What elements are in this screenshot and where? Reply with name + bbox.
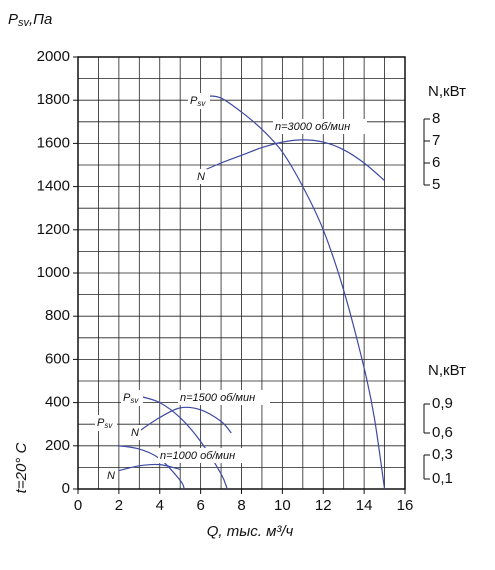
speed-label: n=1500 об/мин (180, 392, 255, 404)
pressure-label-subscript: sv (104, 421, 113, 430)
power-curve (138, 406, 232, 434)
pressure-label: Psv (123, 392, 139, 405)
power-axis-title: N,кВт (428, 83, 466, 100)
power-label: N (131, 427, 139, 439)
power-tick-label: 5 (432, 176, 440, 193)
x-tick-label: 0 (74, 497, 82, 514)
power-tick-label: 0,9 (432, 395, 453, 412)
y-tick-label: 600 (45, 350, 70, 367)
y-tick-label: 1600 (37, 134, 70, 151)
y-tick-label: 400 (45, 394, 70, 411)
label-background (95, 415, 117, 431)
y-tick-label: 2000 (37, 48, 70, 65)
label-background (195, 169, 207, 184)
pressure-label-symbol: P (190, 95, 198, 107)
pressure-curve (206, 95, 386, 490)
pressure-label-subscript: sv (130, 396, 139, 405)
pressure-label: Psv (190, 95, 206, 108)
power-tick-label: 0,1 (432, 470, 453, 487)
power-curve (200, 139, 385, 182)
x-tick-label: 6 (196, 497, 204, 514)
y-tick-label: 200 (45, 437, 70, 454)
speed-label: n=1000 об/мин (160, 450, 235, 462)
power-label: N (107, 470, 115, 482)
y-tick-label: 800 (45, 307, 70, 324)
y-tick-label: 0 (62, 480, 70, 497)
y-tick-label: 1000 (37, 264, 70, 281)
power-tick-label: 8 (432, 110, 440, 127)
x-axis-title: Q, тыс. м³/ч (207, 523, 294, 540)
power-tick-label: 0,6 (432, 424, 453, 441)
label-background (273, 119, 367, 134)
x-tick-label: 2 (115, 497, 123, 514)
label-background (129, 425, 141, 440)
y-axis-title: Psv,Па (8, 11, 52, 29)
temperature-note: t=20° C (13, 443, 30, 494)
pressure-label: Psv (97, 417, 113, 430)
y-title-subscript: sv (18, 17, 31, 29)
pressure-label-subscript: sv (197, 99, 206, 108)
pressure-curve (139, 395, 228, 490)
label-background (188, 93, 210, 109)
y-title-symbol: P (8, 11, 18, 28)
x-tick-label: 16 (397, 497, 414, 514)
label-background (105, 468, 117, 483)
label-background (178, 390, 270, 405)
power-tick-label: 0,3 (432, 446, 453, 463)
speed-label: n=3000 об/мин (275, 121, 350, 133)
label-background (121, 390, 143, 406)
label-background (158, 448, 250, 463)
x-tick-label: 4 (156, 497, 164, 514)
power-curve (118, 463, 181, 472)
power-label: N (197, 171, 205, 183)
power-tick-label: 7 (432, 132, 440, 149)
pressure-label-symbol: P (123, 392, 131, 404)
y-tick-label: 1800 (37, 91, 70, 108)
x-tick-label: 14 (356, 497, 373, 514)
y-tick-label: 1400 (37, 178, 70, 195)
pressure-label-symbol: P (97, 417, 105, 429)
x-tick-label: 8 (237, 497, 245, 514)
y-title-unit: ,Па (29, 11, 52, 28)
y-tick-label: 1200 (37, 221, 70, 238)
power-axis-title: N,кВт (428, 362, 466, 379)
power-tick-label: 6 (432, 154, 440, 171)
x-tick-label: 10 (274, 497, 291, 514)
x-tick-label: 12 (315, 497, 332, 514)
